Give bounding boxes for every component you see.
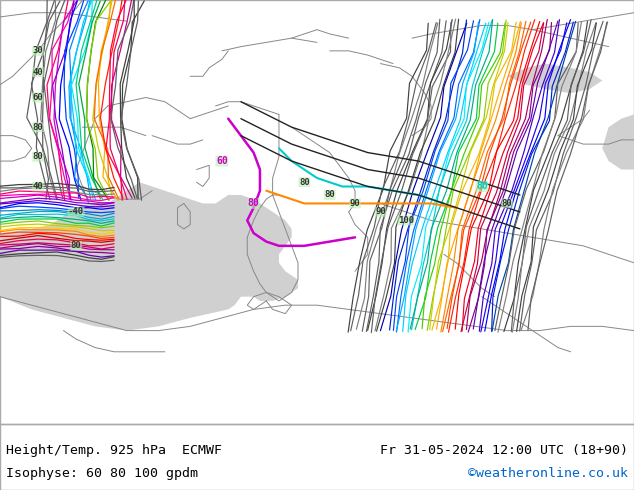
Text: 100: 100	[398, 216, 414, 225]
Text: 90: 90	[350, 199, 360, 208]
Text: 60: 60	[33, 93, 43, 102]
Text: 80: 80	[248, 198, 259, 208]
Text: 90: 90	[375, 207, 385, 217]
Text: 80: 80	[33, 122, 43, 132]
Text: Height/Temp. 925 hPa  ECMWF: Height/Temp. 925 hPa ECMWF	[6, 444, 223, 457]
Text: 80: 80	[33, 152, 43, 161]
Text: Fr 31-05-2024 12:00 UTC (18+90): Fr 31-05-2024 12:00 UTC (18+90)	[380, 444, 628, 457]
Text: 80: 80	[325, 191, 335, 199]
Text: 80: 80	[502, 199, 512, 208]
Text: 40: 40	[33, 68, 43, 76]
Text: Isophyse: 60 80 100 gpdm: Isophyse: 60 80 100 gpdm	[6, 467, 198, 480]
Text: ©weatheronline.co.uk: ©weatheronline.co.uk	[468, 467, 628, 480]
Text: 80: 80	[299, 178, 309, 187]
Text: 80: 80	[476, 181, 488, 192]
Text: -40: -40	[68, 207, 84, 217]
Text: 80: 80	[71, 242, 81, 250]
Text: 60: 60	[216, 156, 228, 166]
Text: 40: 40	[33, 182, 43, 191]
Text: 30: 30	[33, 47, 43, 55]
